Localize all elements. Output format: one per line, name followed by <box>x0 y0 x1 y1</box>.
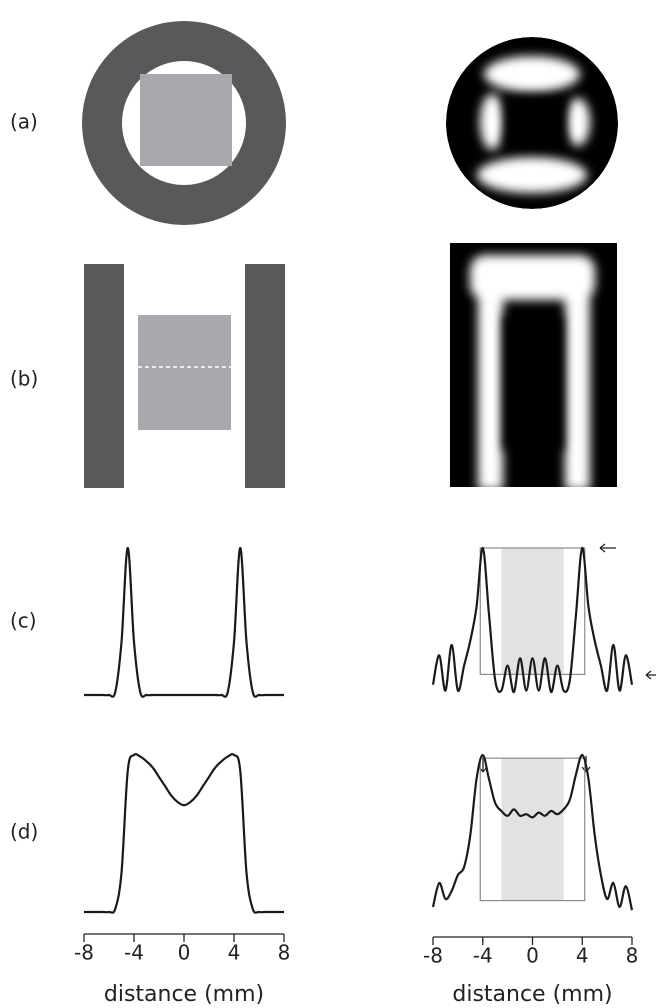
profile-line <box>84 546 284 698</box>
x-tick-label: 0 <box>178 941 191 965</box>
highlight-box <box>479 757 586 902</box>
x-tick-label: -4 <box>473 944 493 968</box>
highlight-band <box>501 758 564 901</box>
highlight-band <box>501 548 564 675</box>
x-tick-label: 8 <box>278 941 291 965</box>
x-tick-label: 4 <box>576 944 589 968</box>
x-tick-label: -4 <box>124 941 144 965</box>
bar <box>84 264 124 488</box>
x-tick-label: -8 <box>423 944 443 968</box>
highlight-box <box>479 547 586 676</box>
x-axis-label: distance (mm) <box>452 982 612 1007</box>
reconstruction-b <box>450 243 617 487</box>
x-tick-label: -8 <box>74 941 94 965</box>
panel-label: (a) <box>10 110 38 134</box>
panel-label: (c) <box>10 609 37 633</box>
panel-label: (d) <box>10 820 38 844</box>
x-tick-label: 4 <box>228 941 241 965</box>
profile-line <box>431 753 634 911</box>
square <box>140 74 232 166</box>
panel-label: (b) <box>10 367 38 391</box>
reconstruction-a <box>446 37 618 209</box>
x-axis-label: distance (mm) <box>104 982 264 1007</box>
profile-line <box>431 546 634 694</box>
x-tick-label: 8 <box>626 944 639 968</box>
ring <box>82 21 286 225</box>
bar <box>245 264 285 488</box>
profile-line <box>84 753 284 914</box>
square <box>138 315 231 430</box>
x-tick-label: 0 <box>526 944 539 968</box>
